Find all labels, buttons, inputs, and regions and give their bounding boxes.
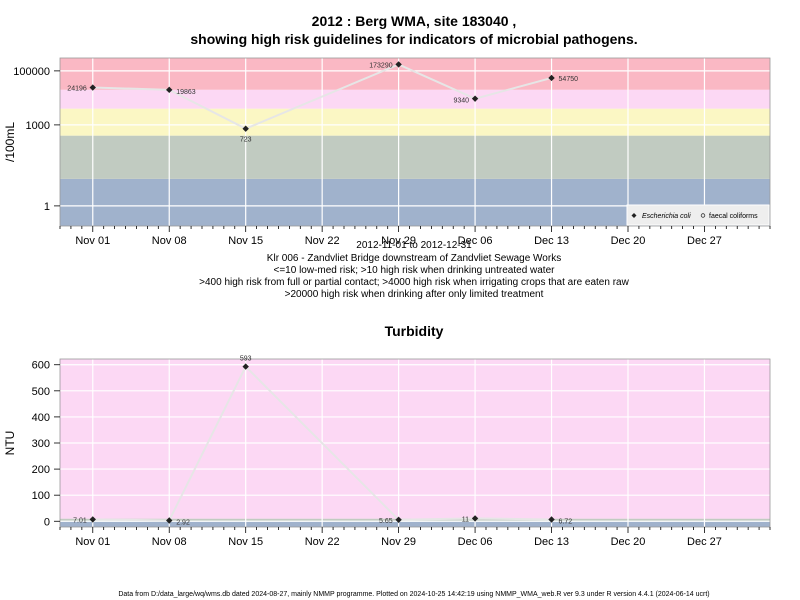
data-label: 24196 <box>67 86 87 93</box>
data-point <box>242 363 249 370</box>
x-tick-label: Nov 15 <box>228 235 263 247</box>
chart-title: Turbidity <box>385 323 444 339</box>
data-label: 593 <box>240 356 252 363</box>
x-tick-label: Nov 01 <box>75 235 110 247</box>
data-label: 11 <box>462 516 469 523</box>
data-point <box>166 517 173 524</box>
y-tick-label: 200 <box>32 464 50 476</box>
data-point <box>471 95 479 102</box>
caption-line: 2012-11-01 to 2012-12-31 <box>356 240 472 251</box>
x-tick-label: Nov 15 <box>228 536 263 548</box>
risk-band-4 <box>60 89 770 109</box>
chart-panel-1: 2012 : Berg WMA, site 183040 , showing hi… <box>3 13 771 247</box>
data-label: 173290 <box>369 62 392 69</box>
legend: Escherichia coli faecal coliforms <box>626 204 770 226</box>
risk-band-2 <box>60 135 770 179</box>
legend-marker-ecoli <box>631 213 637 218</box>
x-tick-label: Dec 13 <box>534 235 569 247</box>
data-point <box>166 86 173 94</box>
data-label: 54750 <box>559 76 579 83</box>
x-tick-label: Dec 20 <box>611 536 646 548</box>
plot-border <box>59 57 771 227</box>
x-tick-label: Dec 20 <box>611 235 646 247</box>
data-label: 6.72 <box>559 519 573 526</box>
y-tick-label: 1000 <box>26 120 50 132</box>
x-tick-label: Dec 13 <box>534 536 569 548</box>
data-label: 5.65 <box>379 518 393 525</box>
x-tick-label: Nov 29 <box>381 536 416 548</box>
y-tick-label: 0 <box>44 516 50 528</box>
risk-band-5 <box>60 58 770 90</box>
x-tick-label: Nov 08 <box>152 536 187 548</box>
x-tick-label: Nov 22 <box>305 536 340 548</box>
data-label: 7.01 <box>73 517 87 524</box>
y-tick-label: 600 <box>32 360 50 372</box>
y-axis-label: /100mL <box>3 122 17 162</box>
data-point <box>89 84 96 91</box>
data-point <box>471 515 479 522</box>
data-point <box>548 74 555 82</box>
y-tick-label: 100000 <box>13 66 50 78</box>
data-label: 19863 <box>176 89 196 96</box>
footer-note: Data from D:/data_large/wq/wms.db dated … <box>118 591 709 598</box>
data-point <box>395 61 402 68</box>
y-tick-label: 400 <box>32 412 50 424</box>
caption-line: >20000 high risk when drinking after onl… <box>285 289 544 300</box>
x-tick-label: Dec 06 <box>458 536 493 548</box>
x-tick-label: Nov 29 <box>381 235 416 247</box>
data-point <box>89 516 96 523</box>
chart-title: 2012 : Berg WMA, site 183040 , <box>312 13 517 29</box>
data-point <box>242 125 249 132</box>
data-point <box>395 516 402 523</box>
series-line <box>92 364 552 522</box>
legend-box <box>626 204 770 226</box>
caption-line: <=10 low-med risk; >10 high risk when dr… <box>274 265 556 276</box>
chart-panel-2: Turbidity Nov 01 Nov 08 Nov 15 Nov 22 Nov 29 D… <box>3 323 771 548</box>
y-tick-label: 500 <box>32 386 50 398</box>
x-tick-label: Nov 08 <box>152 235 187 247</box>
x-tick-label: Dec 06 <box>458 235 493 247</box>
data-point <box>548 516 555 523</box>
legend-label-faecal: faecal coliforms <box>709 213 758 220</box>
risk-band-1 <box>60 521 770 527</box>
data-label: 723 <box>240 137 252 144</box>
chart-subtitle: showing high risk guidelines for indicat… <box>190 31 637 47</box>
caption-line: >400 high risk from full or partial cont… <box>199 277 629 288</box>
risk-band-3 <box>60 359 770 519</box>
y-axis-label: NTU <box>3 431 17 456</box>
x-tick-label: Dec 27 <box>687 235 722 247</box>
risk-band-3 <box>60 108 770 136</box>
x-tick-label: Nov 01 <box>75 536 110 548</box>
y-tick-label: 1 <box>44 201 50 213</box>
y-tick-label: 100 <box>32 490 50 502</box>
legend-label-ecoli: Escherichia coli <box>642 213 691 220</box>
series-line <box>92 63 552 130</box>
data-label: 2.92 <box>176 519 190 526</box>
x-tick-label: Nov 22 <box>305 235 340 247</box>
caption-line: Klr 006 - Zandvliet Bridge downstream of… <box>267 253 561 264</box>
legend-marker-faecal <box>700 213 706 218</box>
y-tick-label: 300 <box>32 438 50 450</box>
x-tick-label: Dec 27 <box>687 536 722 548</box>
data-label: 9340 <box>453 98 469 105</box>
